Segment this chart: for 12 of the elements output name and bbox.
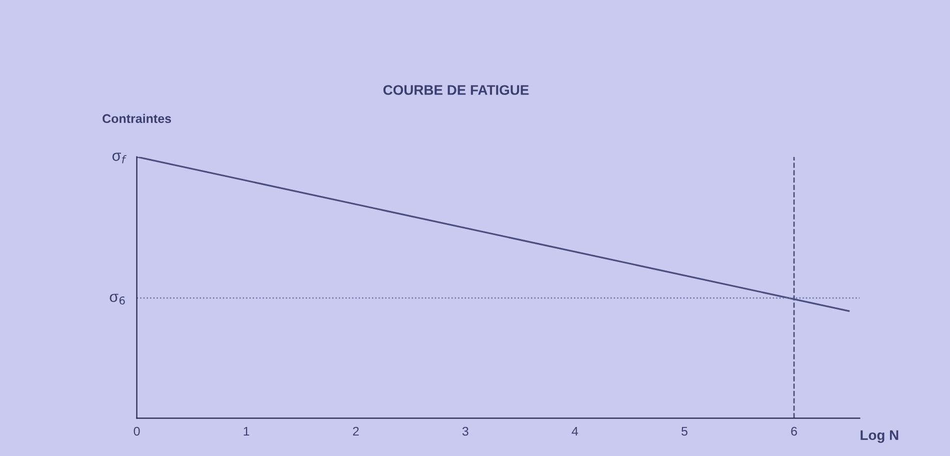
x-tick-label: 5: [682, 426, 688, 436]
x-tick-label: 3: [462, 426, 468, 436]
x-tick-label: 1: [244, 426, 250, 436]
x-tick-label: 6: [791, 426, 797, 436]
chart-title: COURBE DE FATIGUE: [383, 85, 529, 95]
x-tick-label: 2: [353, 426, 359, 436]
x-axis-title: Log N: [860, 430, 898, 443]
ref-line-label: σ$_{6}$: [110, 294, 125, 305]
x-tick-label: 0: [134, 426, 140, 436]
annotation: σ$_{f}$: [112, 152, 126, 164]
x-tick-label: 4: [572, 426, 578, 436]
y-axis-title: Contraintes: [102, 114, 172, 124]
